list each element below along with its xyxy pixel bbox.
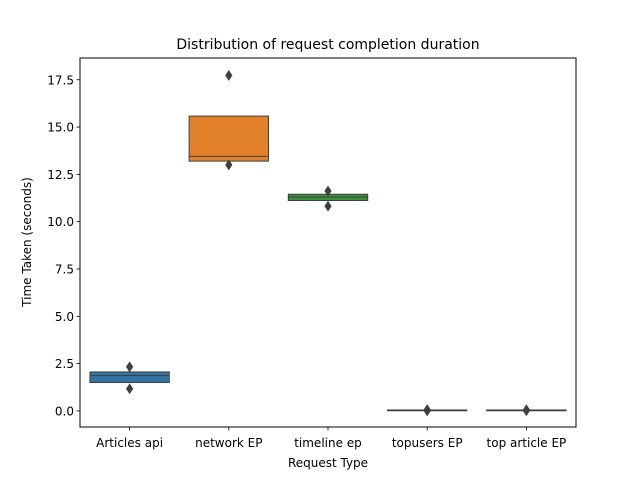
outlier-point bbox=[522, 405, 530, 417]
box-2 bbox=[188, 115, 269, 162]
outliers-layer bbox=[126, 69, 530, 417]
outlier-point bbox=[225, 159, 233, 171]
y-tick-label: 5.0 bbox=[55, 310, 74, 324]
chart-title: Distribution of request completion durat… bbox=[176, 37, 479, 53]
outlier-point bbox=[126, 383, 134, 395]
outlier-point bbox=[225, 69, 233, 81]
outlier-point bbox=[423, 405, 431, 417]
y-tick-label: 12.5 bbox=[47, 168, 74, 182]
y-tick-label: 7.5 bbox=[55, 262, 74, 276]
outlier-point bbox=[324, 200, 332, 212]
outlier-point bbox=[324, 185, 332, 197]
boxes-layer bbox=[89, 115, 567, 412]
y-tick-label: 2.5 bbox=[55, 357, 74, 371]
box-1 bbox=[89, 371, 170, 384]
y-tick-label: 15.0 bbox=[47, 121, 74, 135]
x-axis: Articles api network EP timeline ep topuser… bbox=[96, 427, 566, 450]
y-axis: 0.0 2.5 5.0 7.5 10.0 12.5 15.0 17.5 bbox=[47, 73, 80, 418]
y-axis-label: Time Taken (seconds) bbox=[20, 177, 34, 308]
outlier-point bbox=[126, 361, 134, 373]
x-tick-label: network EP bbox=[195, 436, 262, 450]
y-tick-label: 0.0 bbox=[55, 404, 74, 418]
x-axis-label: Request Type bbox=[288, 456, 368, 470]
x-tick-label: timeline ep bbox=[294, 436, 362, 450]
x-tick-label: Articles api bbox=[96, 436, 163, 450]
x-tick-label: top article EP bbox=[487, 436, 567, 450]
y-tick-label: 17.5 bbox=[47, 73, 74, 87]
y-tick-label: 10.0 bbox=[47, 215, 74, 229]
x-tick-label: topusers EP bbox=[392, 436, 463, 450]
